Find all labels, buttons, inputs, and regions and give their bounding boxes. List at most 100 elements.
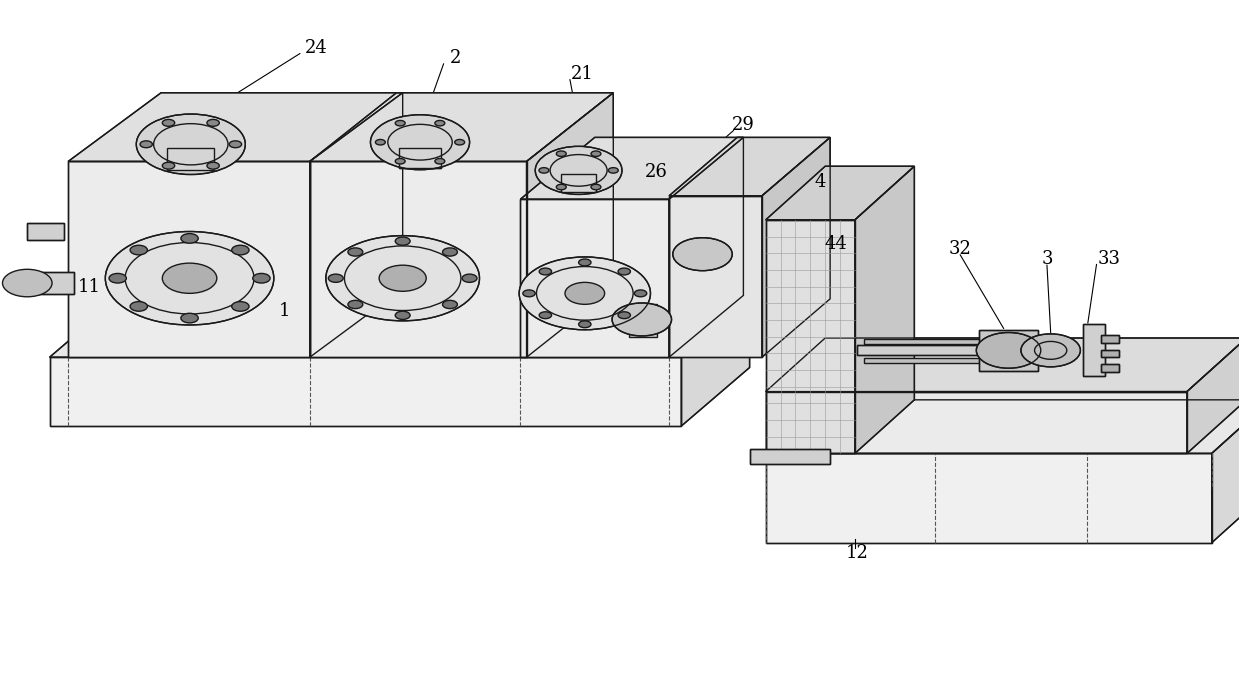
Bar <box>864 358 1028 363</box>
Circle shape <box>2 269 52 297</box>
Text: 32: 32 <box>949 240 971 258</box>
Circle shape <box>232 302 249 311</box>
Circle shape <box>539 312 551 319</box>
Circle shape <box>618 312 631 319</box>
Polygon shape <box>1187 338 1239 453</box>
Circle shape <box>207 120 219 126</box>
Circle shape <box>455 139 465 145</box>
Circle shape <box>162 162 175 169</box>
Circle shape <box>181 313 198 323</box>
Text: 12: 12 <box>846 544 869 562</box>
Circle shape <box>539 168 549 173</box>
Polygon shape <box>50 357 681 426</box>
Text: 44: 44 <box>825 235 847 253</box>
Circle shape <box>612 303 672 336</box>
Bar <box>27 223 64 240</box>
Bar <box>1101 350 1119 357</box>
Bar <box>1101 335 1119 343</box>
Circle shape <box>136 114 245 174</box>
Circle shape <box>435 120 445 126</box>
Text: 29: 29 <box>732 116 755 134</box>
Circle shape <box>435 159 445 164</box>
Circle shape <box>229 141 242 148</box>
Bar <box>1101 364 1119 372</box>
Circle shape <box>326 236 479 321</box>
Text: 4: 4 <box>814 173 826 191</box>
Text: 2: 2 <box>450 49 462 67</box>
Bar <box>27 272 74 294</box>
Polygon shape <box>766 338 1239 392</box>
Text: 1: 1 <box>279 302 291 319</box>
Polygon shape <box>766 400 1239 453</box>
Circle shape <box>523 290 535 297</box>
Circle shape <box>375 139 385 145</box>
Circle shape <box>442 248 457 256</box>
Polygon shape <box>766 220 855 453</box>
Circle shape <box>1021 334 1080 367</box>
Circle shape <box>976 333 1041 368</box>
Polygon shape <box>527 93 613 357</box>
Polygon shape <box>68 93 403 161</box>
Polygon shape <box>766 392 1187 453</box>
Bar <box>750 449 830 464</box>
Circle shape <box>565 282 605 304</box>
Polygon shape <box>669 196 762 357</box>
Text: 21: 21 <box>571 65 593 83</box>
Circle shape <box>395 159 405 164</box>
Circle shape <box>579 321 591 328</box>
Circle shape <box>608 168 618 173</box>
Polygon shape <box>762 137 830 357</box>
Circle shape <box>556 184 566 190</box>
Circle shape <box>539 268 551 275</box>
Circle shape <box>395 311 410 319</box>
Polygon shape <box>310 93 613 161</box>
Circle shape <box>348 248 363 256</box>
Circle shape <box>519 257 650 330</box>
Bar <box>561 174 596 192</box>
Bar <box>399 148 441 168</box>
Text: 11: 11 <box>78 278 100 296</box>
Bar <box>750 449 830 464</box>
Bar <box>979 330 1038 371</box>
Circle shape <box>556 151 566 157</box>
Bar <box>979 330 1038 371</box>
Polygon shape <box>520 199 669 357</box>
Polygon shape <box>310 93 403 357</box>
Polygon shape <box>68 161 310 357</box>
Polygon shape <box>520 137 743 199</box>
Bar <box>167 148 214 170</box>
Bar <box>629 304 657 337</box>
Circle shape <box>370 115 470 170</box>
Bar <box>1101 364 1119 372</box>
Bar <box>857 345 1035 355</box>
Polygon shape <box>310 161 527 357</box>
Circle shape <box>181 234 198 243</box>
Circle shape <box>109 273 126 283</box>
Bar <box>857 345 1035 355</box>
Polygon shape <box>766 166 914 220</box>
Circle shape <box>348 300 363 308</box>
Polygon shape <box>1212 400 1239 543</box>
Circle shape <box>579 259 591 266</box>
Polygon shape <box>766 453 1212 543</box>
Circle shape <box>535 146 622 194</box>
Circle shape <box>462 274 477 282</box>
Circle shape <box>162 263 217 293</box>
Polygon shape <box>855 166 914 453</box>
Circle shape <box>130 302 147 311</box>
Circle shape <box>379 265 426 291</box>
Circle shape <box>673 238 732 271</box>
Polygon shape <box>669 137 743 357</box>
Circle shape <box>618 268 631 275</box>
Text: 33: 33 <box>1098 250 1120 268</box>
Bar <box>561 174 596 192</box>
Circle shape <box>591 184 601 190</box>
Bar <box>27 272 74 294</box>
Circle shape <box>634 290 647 297</box>
Circle shape <box>591 151 601 157</box>
Circle shape <box>130 245 147 255</box>
Text: 24: 24 <box>305 39 327 57</box>
Bar <box>167 148 214 170</box>
Bar <box>1083 324 1105 376</box>
Bar <box>399 148 441 168</box>
